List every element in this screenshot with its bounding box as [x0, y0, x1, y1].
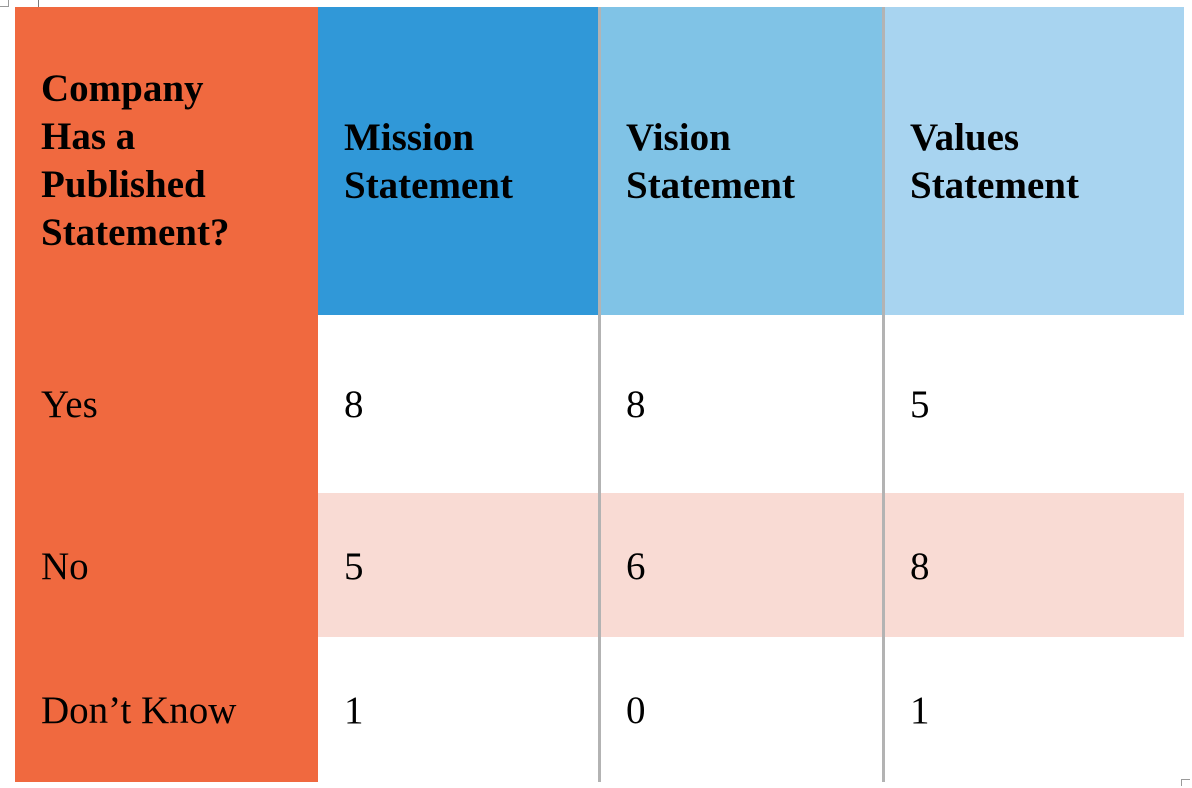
vision-header: Vision Statement [626, 114, 795, 210]
vision-header-cell [600, 7, 884, 315]
cell-dont-know-mission: 1 [344, 689, 364, 732]
cell-dont-know-values: 1 [910, 689, 930, 732]
page-corner-mark-bottom [1181, 779, 1190, 786]
header-line: Statement [626, 164, 795, 207]
values-header: Values Statement [910, 114, 1079, 210]
cell-yes-values: 5 [910, 383, 930, 426]
values-header-cell [884, 7, 1184, 315]
page-margin-mark [38, 0, 39, 7]
header-line: Values [910, 116, 1020, 159]
cell-no-vision: 6 [626, 545, 646, 588]
cell-yes-mission: 8 [344, 383, 364, 426]
cell-no-mission: 5 [344, 545, 364, 588]
row-label-yes: Yes [41, 383, 98, 426]
no-row-band [318, 493, 1184, 637]
header-line: Company [41, 67, 204, 110]
mission-header-cell [318, 7, 600, 315]
first-column-header: Company Has a Published Statement? [41, 65, 229, 257]
first-column-background [15, 7, 318, 782]
row-label-no: No [41, 545, 89, 588]
header-line: Mission [344, 116, 475, 159]
cell-dont-know-vision: 0 [626, 689, 646, 732]
row-label-dont-know: Don’t Know [41, 689, 237, 732]
header-line: Statement? [41, 211, 230, 254]
page-corner-mark [0, 0, 9, 7]
header-line: Published [41, 163, 206, 206]
cell-yes-vision: 8 [626, 383, 646, 426]
header-line: Vision [626, 116, 731, 159]
column-rule [882, 7, 885, 782]
statement-table: Company Has a Published Statement? Missi… [15, 7, 1184, 782]
header-line: Statement [910, 164, 1079, 207]
header-line: Statement [344, 164, 513, 207]
cell-no-values: 8 [910, 545, 930, 588]
column-rule [598, 7, 601, 782]
header-line: Has a [41, 115, 136, 158]
mission-header: Mission Statement [344, 114, 513, 210]
